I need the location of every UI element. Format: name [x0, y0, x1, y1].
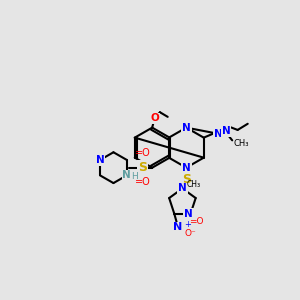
- Text: N: N: [178, 184, 187, 194]
- Text: O⁻: O⁻: [184, 229, 196, 238]
- Text: N: N: [173, 222, 183, 233]
- Text: S: S: [138, 161, 147, 174]
- Text: N: N: [222, 126, 230, 136]
- Text: CH₃: CH₃: [234, 139, 249, 148]
- Text: S: S: [182, 173, 191, 187]
- Text: N: N: [122, 170, 131, 180]
- Text: N: N: [182, 163, 191, 173]
- Text: N: N: [96, 155, 104, 165]
- Text: =O: =O: [135, 148, 151, 158]
- Text: O: O: [150, 113, 159, 123]
- Text: N: N: [182, 123, 191, 133]
- Text: CH₃: CH₃: [186, 180, 200, 189]
- Text: =O: =O: [135, 177, 151, 187]
- Text: H: H: [131, 172, 137, 182]
- Text: N: N: [214, 129, 223, 139]
- Text: =O: =O: [189, 217, 203, 226]
- Text: N: N: [184, 208, 193, 218]
- Text: +: +: [184, 220, 191, 229]
